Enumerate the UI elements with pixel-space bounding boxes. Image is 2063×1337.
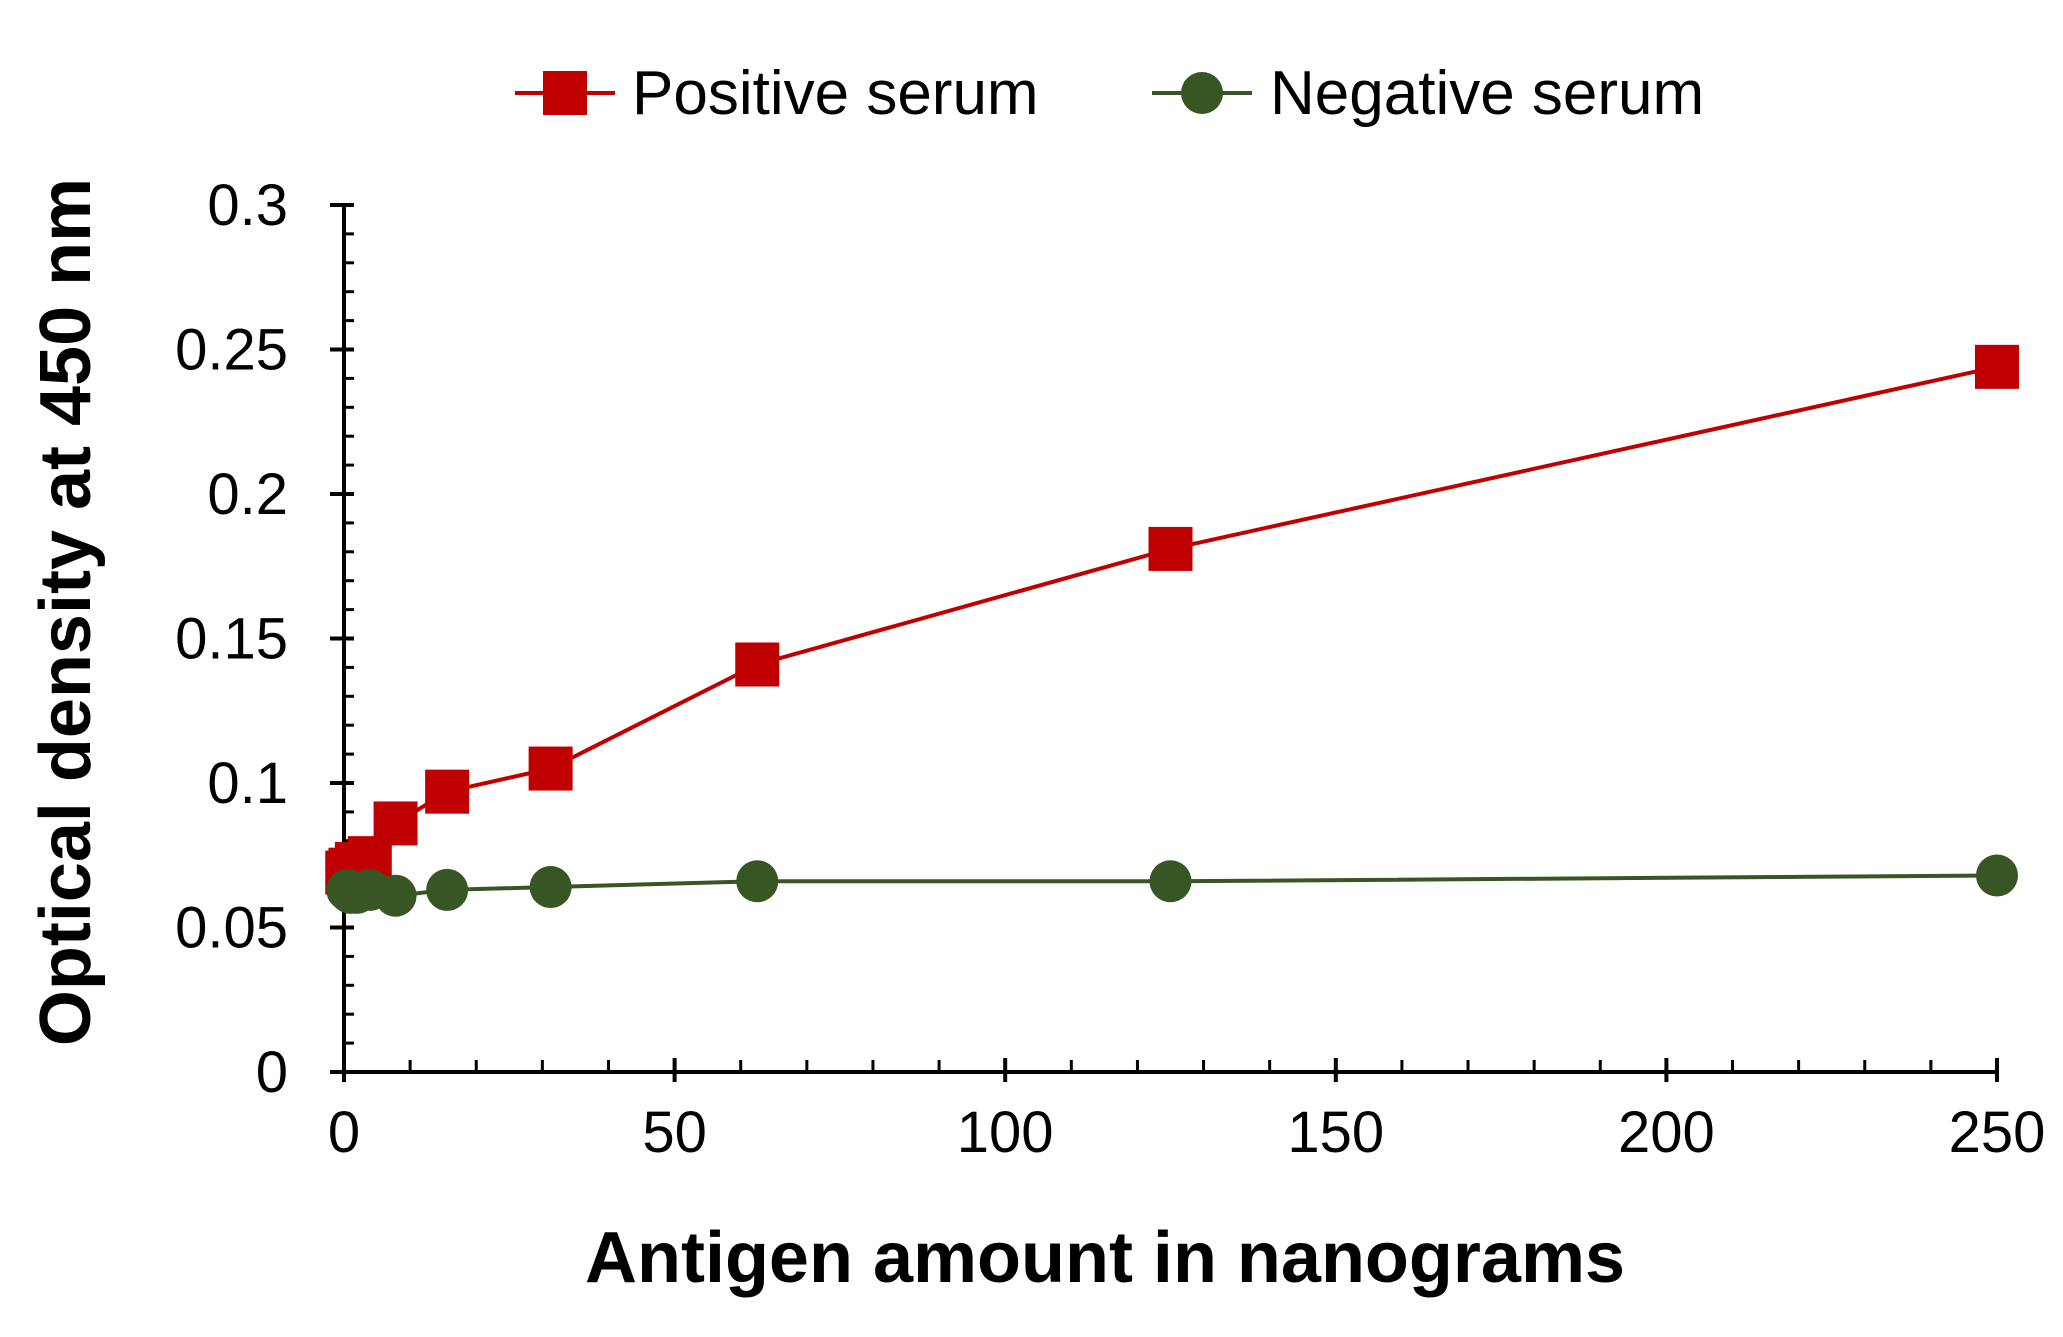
y-tick-label: 0.05 <box>175 896 288 961</box>
x-tick-label: 100 <box>957 1100 1054 1165</box>
legend-label-negative: Negative serum <box>1270 59 1704 128</box>
y-tick-label: 0 <box>256 1040 288 1105</box>
x-tick-label: 50 <box>642 1100 707 1165</box>
x-tick-label: 250 <box>1949 1100 2046 1165</box>
legend-label-positive: Positive serum <box>632 59 1039 128</box>
data-point <box>735 642 780 687</box>
data-point <box>425 769 470 814</box>
y-tick-label: 0.25 <box>175 318 288 383</box>
data-point <box>528 746 573 791</box>
x-axis-title: Antigen amount in nanograms <box>585 1218 1625 1298</box>
data-point <box>529 866 572 909</box>
series-positive-serum <box>325 344 2019 895</box>
legend-item-positive: Positive serum <box>515 59 1039 128</box>
legend: Positive serum Negative serum <box>515 59 1704 128</box>
x-tick-label: 0 <box>328 1100 360 1165</box>
y-tick-label: 0.2 <box>207 462 288 527</box>
legend-marker-negative <box>1181 72 1223 114</box>
series-line <box>345 364 1998 875</box>
data-point <box>1976 854 2018 897</box>
data-point <box>1975 344 2019 389</box>
axes: 0 0.05 0.1 0.15 0.2 0.25 0.3 0 50 100 150 200 250 <box>175 173 2045 1165</box>
x-tick-label: 200 <box>1618 1100 1715 1165</box>
series-layer <box>325 344 2019 917</box>
data-point <box>736 860 779 903</box>
series-negative-serum <box>326 854 2018 917</box>
data-point <box>1148 526 1193 571</box>
y-tick-label: 0.1 <box>207 751 288 816</box>
y-tick-label: 0.15 <box>175 607 288 672</box>
legend-marker-positive <box>543 71 587 115</box>
y-tick-label: 0.3 <box>207 173 288 238</box>
y-axis-title: Optical density at 450 nm <box>26 178 106 1046</box>
data-point <box>1149 860 1192 903</box>
data-point <box>373 801 418 846</box>
x-tick-label: 150 <box>1287 1100 1384 1165</box>
data-point <box>426 868 469 911</box>
legend-item-negative: Negative serum <box>1152 59 1704 128</box>
data-point <box>374 874 417 917</box>
